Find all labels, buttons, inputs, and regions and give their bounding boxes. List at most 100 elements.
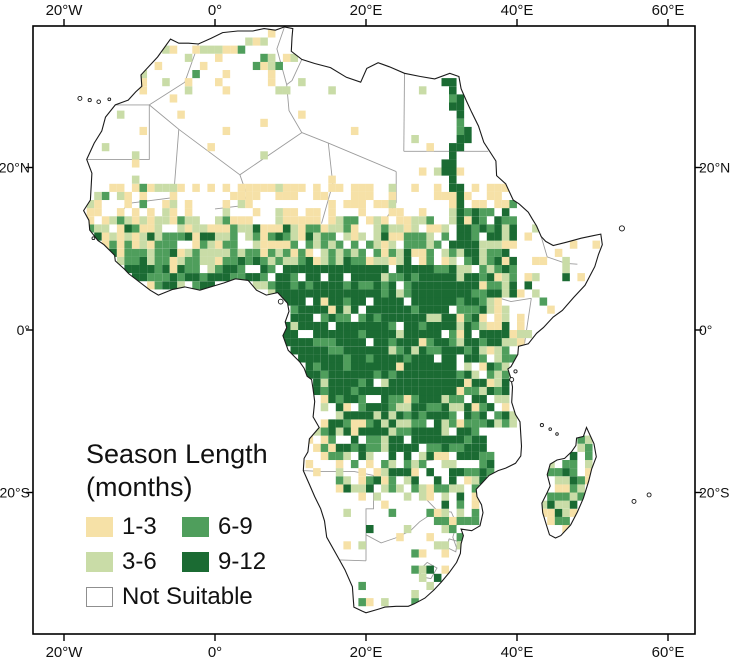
map-cell (479, 321, 487, 331)
small-island (646, 492, 652, 498)
map-cell (403, 289, 412, 298)
map-cell (441, 435, 450, 444)
map-cell (486, 281, 495, 290)
map-cell (290, 321, 299, 331)
map-cell (479, 362, 487, 371)
map-cell (456, 94, 465, 103)
map-cell (494, 256, 502, 266)
map-cell (267, 281, 276, 290)
map-cell (162, 200, 170, 209)
map-cell (275, 208, 283, 217)
map-cell (396, 370, 404, 379)
map-cell (139, 240, 148, 249)
map-cell (147, 240, 155, 249)
map-cell (350, 265, 359, 274)
map-cell (569, 500, 578, 509)
map-cell (275, 224, 283, 233)
map-cell (441, 167, 450, 176)
map-cell (199, 273, 208, 282)
map-cell (433, 443, 442, 452)
map-cell (366, 256, 374, 266)
map-cell (320, 232, 329, 241)
map-cell (479, 224, 487, 233)
map-cell (471, 183, 480, 192)
map-cell (441, 378, 450, 387)
map-cell (328, 395, 336, 404)
map-cell (162, 240, 170, 249)
lon-tick-label: 20°E (350, 2, 383, 19)
map-cell (509, 200, 517, 209)
map-cell (373, 216, 382, 225)
map-cell (139, 224, 148, 233)
map-cell (396, 362, 404, 371)
map-cell (464, 451, 472, 461)
map-cell (464, 516, 472, 526)
map-cell (562, 468, 570, 477)
map-cell (449, 403, 457, 412)
map-cell (147, 224, 155, 233)
map-cell (305, 321, 314, 331)
map-cell (335, 273, 344, 282)
map-cell (169, 94, 178, 103)
map-cell (501, 305, 510, 314)
map-cell (396, 248, 404, 257)
map-cell (313, 216, 321, 225)
map-cell (124, 224, 132, 233)
map-cell (411, 135, 419, 144)
map-cell (305, 289, 314, 298)
map-cell (350, 240, 359, 249)
lon-tick-label: 20°W (46, 644, 84, 661)
map-cell (222, 273, 231, 282)
map-cell (517, 338, 525, 347)
map-cell (411, 297, 419, 306)
map-cell (418, 321, 427, 331)
map-cell (562, 484, 570, 493)
map-cell (124, 240, 132, 249)
map-cell (562, 256, 570, 266)
map-cell (343, 289, 351, 298)
map-cell (373, 289, 382, 298)
map-cell (343, 248, 351, 257)
map-cell (328, 281, 336, 290)
map-cell (131, 159, 140, 168)
map-cell (154, 265, 163, 274)
map-cell (464, 330, 472, 339)
map-cell (260, 232, 268, 241)
map-cell (124, 256, 132, 266)
map-cell (426, 484, 434, 493)
map-cell (94, 224, 102, 233)
map-cell (456, 281, 465, 290)
map-cell (373, 411, 382, 420)
map-cell (388, 451, 397, 461)
map-cell (388, 403, 397, 412)
map-cell (433, 305, 442, 314)
map-cell (509, 256, 517, 266)
legend-item-9-12: 9-12 (182, 549, 268, 575)
map-cell (501, 378, 510, 387)
map-cell (147, 183, 155, 192)
map-cell (456, 500, 465, 509)
map-cell (207, 256, 215, 266)
map-cell (192, 265, 200, 274)
map-cell (373, 468, 382, 477)
map-cell (433, 386, 442, 396)
map-cell (554, 492, 563, 501)
map-cell (464, 354, 472, 363)
map-cell (366, 346, 374, 355)
map-cell (501, 370, 510, 379)
map-cell (320, 362, 329, 371)
map-cell (501, 386, 510, 396)
map-cell (426, 273, 434, 282)
map-cell (154, 224, 163, 233)
map-cell (313, 354, 321, 363)
map-cell (403, 476, 412, 485)
map-cell (335, 419, 344, 428)
map-cell (335, 484, 344, 493)
map-cell (381, 378, 389, 387)
axis-ticks: 20°W 20°W 0° 0° 20°E 20°E 40°E 40°E 60°E 60°E 20°N… (0, 2, 730, 661)
map-cell (501, 256, 510, 266)
map-cell (411, 476, 419, 485)
map-cell (456, 305, 465, 314)
map-cell (215, 273, 223, 282)
country-border (286, 59, 303, 85)
